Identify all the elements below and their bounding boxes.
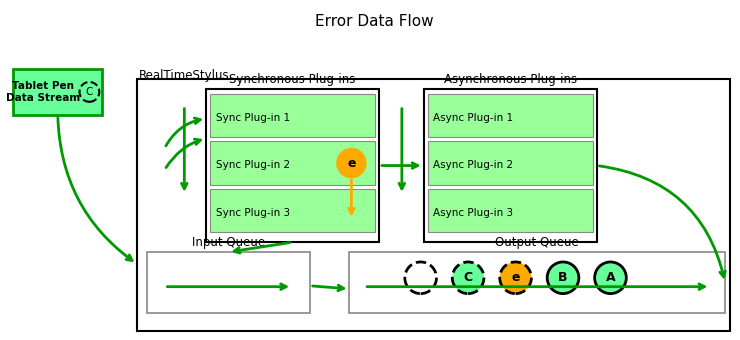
Circle shape <box>337 149 366 177</box>
FancyBboxPatch shape <box>428 189 593 232</box>
Circle shape <box>595 262 626 294</box>
FancyBboxPatch shape <box>206 89 379 242</box>
FancyBboxPatch shape <box>137 79 730 331</box>
Text: A: A <box>605 271 615 284</box>
Text: Output Queue: Output Queue <box>496 236 579 249</box>
FancyBboxPatch shape <box>147 252 310 313</box>
FancyBboxPatch shape <box>210 94 375 137</box>
Text: Sync Plug-in 3: Sync Plug-in 3 <box>216 207 290 218</box>
FancyBboxPatch shape <box>428 94 593 137</box>
Text: Input Queue: Input Queue <box>192 236 265 249</box>
Text: Sync Plug-in 2: Sync Plug-in 2 <box>216 160 290 170</box>
FancyBboxPatch shape <box>210 189 375 232</box>
FancyBboxPatch shape <box>349 252 725 313</box>
Circle shape <box>500 262 531 294</box>
Circle shape <box>452 262 484 294</box>
FancyBboxPatch shape <box>210 141 375 185</box>
Text: C: C <box>463 271 473 284</box>
Text: RealTimeStylus: RealTimeStylus <box>139 69 229 82</box>
FancyBboxPatch shape <box>423 89 596 242</box>
Circle shape <box>405 262 437 294</box>
Text: e: e <box>347 157 356 170</box>
FancyBboxPatch shape <box>13 69 102 115</box>
Text: Async Plug-in 1: Async Plug-in 1 <box>434 113 514 123</box>
Text: Async Plug-in 3: Async Plug-in 3 <box>434 207 514 218</box>
Text: Synchronous Plug-ins: Synchronous Plug-ins <box>229 73 356 86</box>
Text: Error Data Flow: Error Data Flow <box>314 14 434 29</box>
Text: Async Plug-in 2: Async Plug-in 2 <box>434 160 514 170</box>
Text: Tablet Pen
Data Stream: Tablet Pen Data Stream <box>6 81 80 103</box>
FancyBboxPatch shape <box>428 141 593 185</box>
Text: Sync Plug-in 1: Sync Plug-in 1 <box>216 113 290 123</box>
Text: C: C <box>86 87 93 97</box>
Text: B: B <box>558 271 568 284</box>
Text: e: e <box>511 271 519 284</box>
Circle shape <box>547 262 579 294</box>
Text: Asynchronous Plug-ins: Asynchronous Plug-ins <box>443 73 576 86</box>
